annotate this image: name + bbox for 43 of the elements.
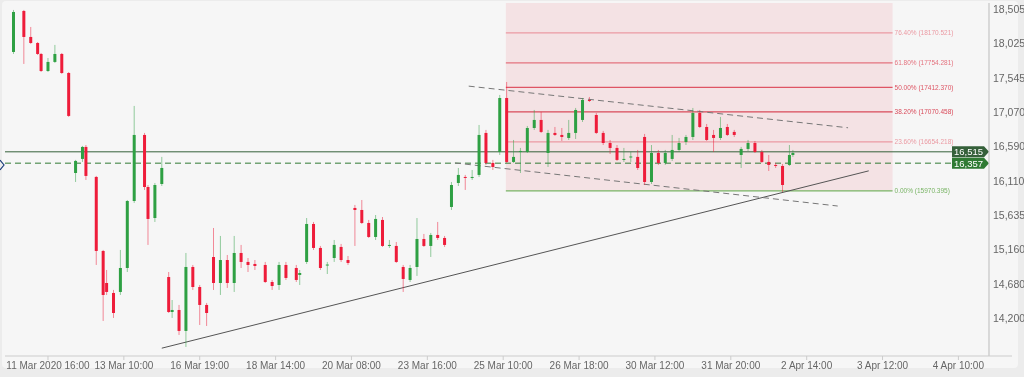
x-tick-label: 13 Mar 10:00 — [94, 360, 154, 371]
y-tick-label: 16,110 — [993, 174, 1024, 187]
x-tick-label: 25 Mar 10:00 — [473, 360, 534, 371]
x-tick-label: 16 Mar 19:00 — [170, 360, 230, 371]
x-tick-label: 4 Apr 10:00 — [932, 360, 985, 371]
candlestick — [422, 233, 426, 248]
x-tick-label: 26 Mar 18:00 — [549, 360, 609, 371]
x-tick-label: 30 Mar 12:00 — [625, 360, 685, 371]
candlestick — [677, 137, 681, 153]
x-tick-label: 31 Mar 20:00 — [701, 360, 761, 371]
candlestick — [491, 159, 495, 171]
candlestick — [553, 126, 557, 137]
x-tick-label: 11 Mar 2020 16:00 — [6, 360, 91, 371]
candlestick — [170, 299, 174, 319]
y-tick-label: 18,025 — [993, 37, 1024, 50]
candlestick — [746, 139, 750, 152]
x-tick-label: 18 Mar 14:00 — [246, 360, 306, 371]
candlestick — [325, 261, 329, 275]
ref-line-label: 16,515 — [954, 146, 984, 158]
y-tick-label: 18,505 — [993, 2, 1024, 15]
y-tick-label: 15,160 — [993, 243, 1024, 256]
x-tick-label: 3 Apr 12:00 — [856, 360, 909, 371]
candlestick — [253, 259, 257, 271]
candlestick — [791, 149, 795, 158]
y-tick-label: 17,545 — [993, 71, 1024, 84]
candlestick — [608, 139, 612, 155]
x-tick-label: 2 Apr 14:00 — [781, 360, 833, 371]
candlestick — [346, 255, 350, 266]
y-tick-label: 14,200 — [993, 312, 1024, 325]
y-tick-label: 17,070 — [993, 105, 1024, 118]
y-tick-label: 14,680 — [993, 277, 1024, 290]
candlestick — [246, 257, 250, 273]
ref-line-label: 16,357 — [954, 157, 984, 169]
candlestick — [463, 174, 467, 191]
candlestick — [470, 169, 474, 181]
x-tick-label: 20 Mar 08:00 — [321, 360, 382, 371]
candlestick — [622, 147, 626, 163]
x-tick-label: 23 Mar 16:00 — [397, 360, 458, 371]
y-tick-label: 15,635 — [993, 209, 1024, 221]
candlestick — [270, 279, 274, 291]
y-tick-label: 16,590 — [993, 140, 1024, 153]
candlestick — [629, 151, 633, 163]
candlestick — [684, 134, 688, 146]
